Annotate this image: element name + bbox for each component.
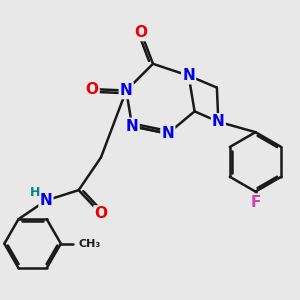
Text: N: N — [120, 83, 133, 98]
Text: CH₃: CH₃ — [78, 238, 100, 249]
Text: F: F — [250, 194, 261, 209]
Text: N: N — [126, 119, 139, 134]
Text: O: O — [135, 25, 148, 40]
Text: O: O — [85, 82, 98, 97]
Text: N: N — [40, 193, 52, 208]
Text: N: N — [182, 68, 195, 83]
Text: N: N — [161, 126, 174, 141]
Text: O: O — [94, 206, 107, 221]
Text: H: H — [29, 186, 40, 199]
Text: N: N — [212, 114, 225, 129]
